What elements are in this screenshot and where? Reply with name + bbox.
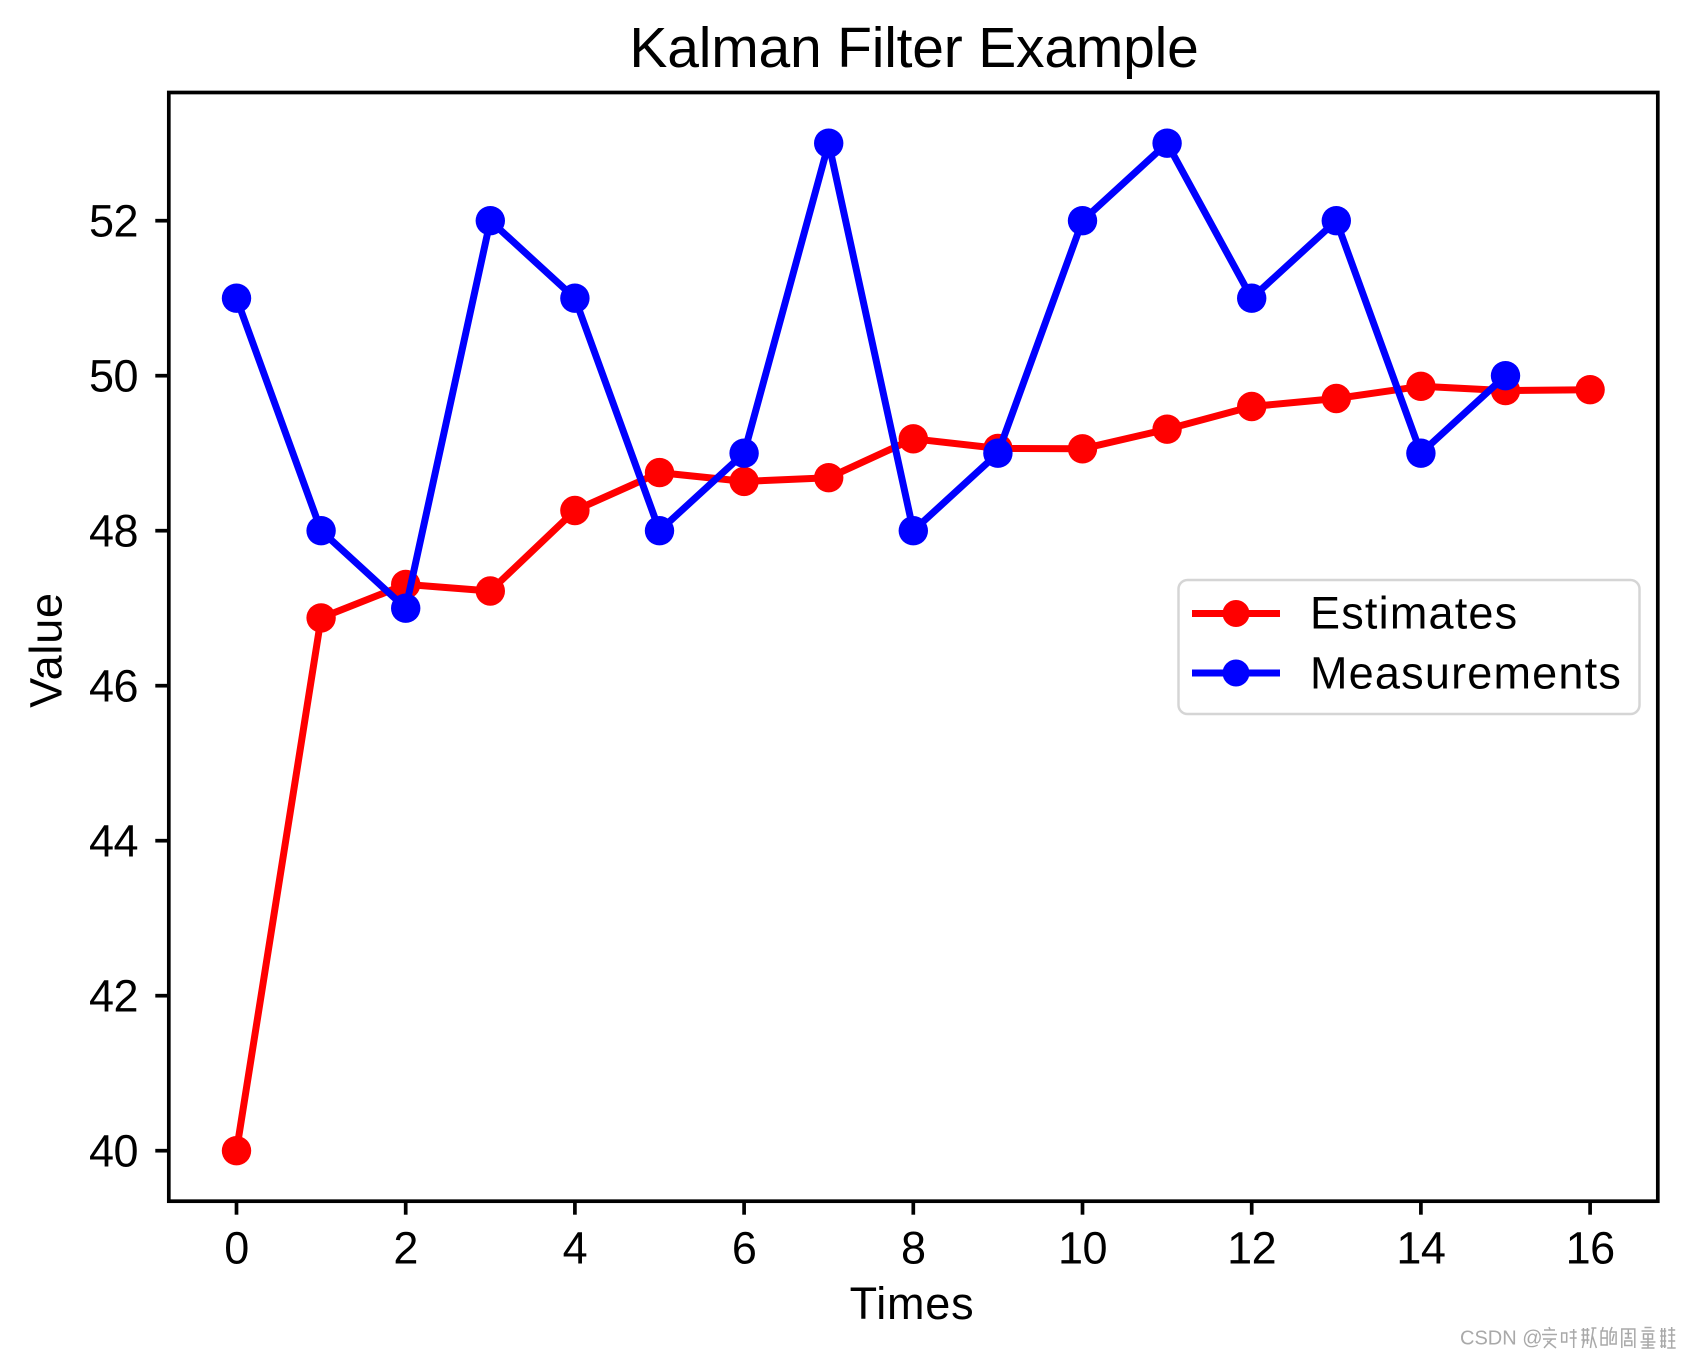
svg-text:12: 12: [1227, 1223, 1276, 1274]
svg-text:52: 52: [89, 196, 138, 247]
svg-text:Kalman Filter Example: Kalman Filter Example: [629, 16, 1198, 80]
svg-text:Value: Value: [21, 592, 72, 708]
svg-text:48: 48: [89, 506, 138, 557]
svg-text:46: 46: [89, 661, 138, 712]
svg-text:4: 4: [563, 1223, 588, 1274]
svg-text:CSDN @: CSDN @: [1460, 1328, 1543, 1350]
svg-text:14: 14: [1396, 1223, 1445, 1274]
svg-text:Estimates: Estimates: [1310, 588, 1518, 639]
svg-text:10: 10: [1058, 1223, 1107, 1274]
svg-text:6: 6: [732, 1223, 757, 1274]
svg-text:40: 40: [89, 1126, 138, 1177]
svg-text:16: 16: [1566, 1223, 1615, 1274]
svg-text:Times: Times: [850, 1278, 975, 1329]
svg-text:Measurements: Measurements: [1310, 648, 1622, 699]
svg-text:42: 42: [89, 971, 138, 1022]
svg-text:50: 50: [89, 351, 138, 402]
svg-text:2: 2: [393, 1223, 418, 1274]
svg-text:0: 0: [224, 1223, 249, 1274]
svg-text:8: 8: [901, 1223, 926, 1274]
svg-text:44: 44: [89, 816, 138, 867]
